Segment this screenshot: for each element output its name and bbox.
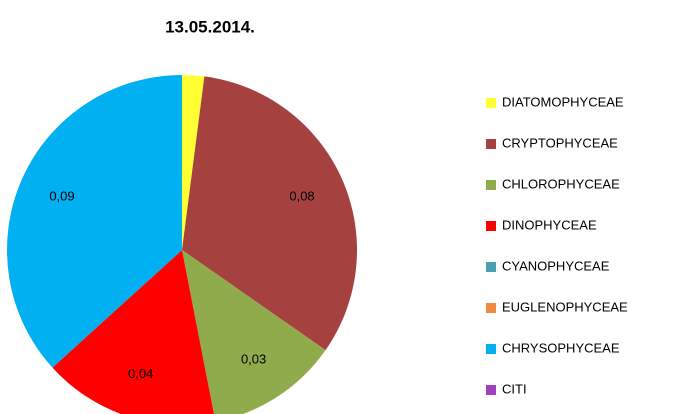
legend-label: CYANOPHYCEAE	[502, 258, 610, 273]
pie-slice	[182, 75, 205, 250]
data-label: 0,08	[289, 188, 314, 203]
legend-swatch	[486, 180, 496, 190]
legend-swatch	[486, 98, 496, 108]
pie-slice	[182, 76, 357, 351]
legend-label: CITI	[502, 381, 527, 396]
legend-swatch	[486, 303, 496, 313]
pie-slice	[52, 250, 214, 414]
legend-swatch	[486, 139, 496, 149]
chart-title: 13.05.2014.	[165, 17, 255, 36]
pie-slice	[182, 250, 326, 414]
legend-label: CHRYSOPHYCEAE	[502, 340, 620, 355]
legend-label: CHLOROPHYCEAE	[502, 176, 620, 191]
legend-label: CRYPTOPHYCEAE	[502, 135, 618, 150]
legend-swatch	[486, 385, 496, 395]
legend-swatch	[486, 221, 496, 231]
legend-label: DINOPHYCEAE	[502, 217, 597, 232]
data-label: 0,09	[49, 188, 74, 203]
data-label: 0,04	[128, 366, 153, 381]
pie-slice	[7, 75, 183, 368]
legend-label: EUGLENOPHYCEAE	[502, 299, 628, 314]
legend-swatch	[486, 344, 496, 354]
data-label: 0,03	[241, 351, 266, 366]
legend-swatch	[486, 262, 496, 272]
legend-label: DIATOMOPHYCEAE	[502, 94, 624, 109]
